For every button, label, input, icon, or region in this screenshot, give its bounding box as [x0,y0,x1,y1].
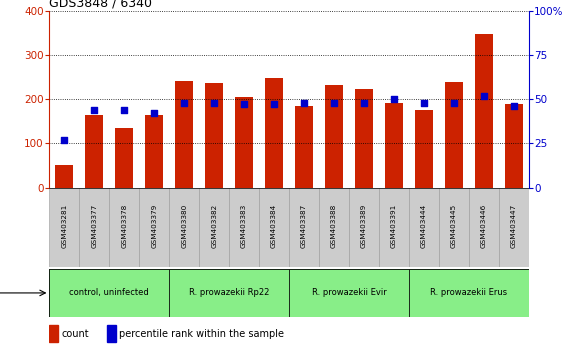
Point [120,107,129,113]
Bar [80,188,109,267]
Point [419,100,429,105]
Bar [205,83,223,188]
Point [509,103,518,109]
Text: GSM403380: GSM403380 [181,204,187,248]
Text: GSM403384: GSM403384 [271,204,277,248]
Text: percentile rank within the sample: percentile rank within the sample [119,329,284,339]
Bar [49,325,58,343]
Bar [107,325,116,343]
Bar [235,97,253,188]
Point [180,100,189,105]
Text: GSM403446: GSM403446 [480,204,487,248]
Point [239,102,249,107]
Bar [55,166,73,188]
Bar [325,85,343,188]
Text: R. prowazekii Erus: R. prowazekii Erus [431,289,507,297]
Bar [229,188,259,267]
Bar [169,269,289,317]
Text: GDS3848 / 6340: GDS3848 / 6340 [49,0,152,10]
Bar [145,115,163,188]
Bar [319,188,349,267]
Bar [259,188,289,267]
Text: R. prowazekii Rp22: R. prowazekii Rp22 [189,289,270,297]
Point [449,100,458,105]
Text: count: count [62,329,89,339]
Point [149,110,159,116]
Text: GSM403281: GSM403281 [62,204,67,248]
Point [60,137,69,143]
Point [389,96,399,102]
Bar [289,269,409,317]
Bar [295,106,313,188]
Text: GSM403387: GSM403387 [301,204,307,248]
Bar [109,188,139,267]
Bar [115,128,133,188]
Bar [49,269,169,317]
Point [479,93,489,98]
Bar [85,115,103,188]
Bar [498,188,529,267]
Bar [469,188,498,267]
Bar [265,78,283,188]
Bar [409,188,439,267]
Bar [505,104,523,188]
Bar [415,110,433,188]
Bar [139,188,169,267]
Point [89,107,99,113]
Bar [379,188,409,267]
Bar [475,34,493,188]
Bar [349,188,379,267]
Bar [199,188,229,267]
Text: GSM403445: GSM403445 [451,204,457,248]
Text: GSM403391: GSM403391 [391,204,397,248]
Text: GSM403377: GSM403377 [91,204,98,248]
Point [270,102,279,107]
Bar [49,188,80,267]
Bar [355,89,373,188]
Text: GSM403444: GSM403444 [421,204,427,248]
Text: GSM403379: GSM403379 [151,204,157,248]
Point [359,100,368,105]
Text: GSM403388: GSM403388 [331,204,337,248]
Bar [169,188,199,267]
Bar [289,188,319,267]
Text: GSM403447: GSM403447 [511,204,517,248]
Point [329,100,339,105]
Point [299,100,309,105]
Text: GSM403382: GSM403382 [211,204,217,248]
Bar [439,188,469,267]
Text: GSM403389: GSM403389 [361,204,367,248]
Bar [409,269,529,317]
Bar [445,82,463,188]
Text: GSM403378: GSM403378 [121,204,127,248]
Point [210,100,219,105]
Bar [385,103,403,188]
Bar [175,81,193,188]
Text: control, uninfected: control, uninfected [69,289,149,297]
Text: R. prowazekii Evir: R. prowazekii Evir [311,289,386,297]
Text: GSM403383: GSM403383 [241,204,247,248]
